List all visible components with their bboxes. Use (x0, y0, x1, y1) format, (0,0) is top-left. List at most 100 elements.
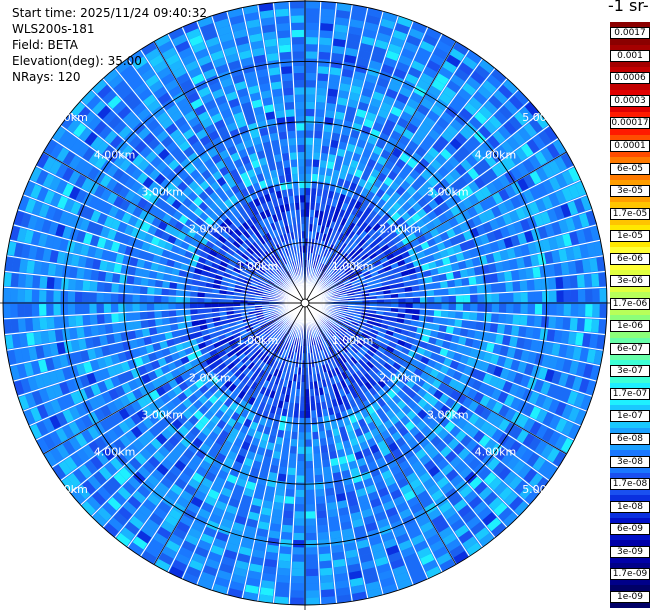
ray-gate (194, 48, 209, 60)
ray-gate (454, 524, 469, 538)
ray-gate (237, 206, 246, 216)
ray-gate (333, 265, 341, 273)
ray-gate (458, 62, 474, 76)
ray-gate (333, 162, 342, 171)
ray-gate (403, 448, 415, 460)
ray-gate (411, 572, 427, 585)
ray-gate (31, 390, 43, 405)
ray-gate (534, 477, 549, 493)
ray-gate (391, 303, 399, 308)
ray-gate (355, 361, 363, 370)
ray-gate (155, 272, 165, 280)
ray-gate (462, 250, 472, 260)
ray-gate (241, 155, 251, 165)
ray-gate (189, 34, 204, 47)
ray-gate (212, 170, 223, 181)
ray-gate (542, 303, 550, 315)
ray-gate (233, 158, 244, 169)
ray-gate (387, 389, 397, 399)
ray-gate (200, 533, 214, 545)
ray-gate (416, 79, 430, 91)
ray-gate (425, 27, 442, 40)
ray-gate (82, 111, 96, 126)
ray-gate (348, 222, 356, 231)
ray-separator (304, 302, 601, 367)
ray-gate (24, 198, 37, 214)
ray-separator (181, 302, 306, 580)
ray-gate (21, 244, 31, 259)
ray-gate (536, 409, 548, 423)
ray-gate (198, 191, 209, 201)
ray-gate (371, 542, 385, 553)
ray-gate (503, 436, 516, 451)
ray-gate (334, 239, 341, 247)
ray-gate (330, 336, 337, 344)
ray-gate (413, 484, 426, 496)
ray-gate (318, 387, 325, 396)
ray-gate (359, 155, 369, 165)
ray-gate (372, 549, 387, 560)
ray-gate (333, 565, 347, 575)
ray-gate (196, 355, 206, 364)
ray-gate (168, 508, 182, 521)
ray-gate (457, 260, 467, 270)
ray-gate (242, 264, 251, 271)
ray-gate (411, 180, 422, 191)
ray-gate (290, 269, 295, 277)
ray-gate (236, 87, 249, 98)
ray-gate (154, 303, 162, 311)
ray-gate (476, 350, 486, 361)
ray-gate (249, 191, 258, 201)
ray-gate (549, 303, 557, 316)
ray-gate (290, 246, 295, 255)
ray-gate (226, 122, 238, 132)
ray-gate (271, 516, 282, 525)
ray-gate (281, 445, 290, 454)
ray-gate (229, 194, 239, 204)
ray-gate (535, 424, 548, 439)
ray-gate (94, 347, 104, 358)
ray-gate (287, 350, 292, 359)
ray-gate (271, 264, 278, 271)
ray-gate (493, 229, 504, 241)
ray-gate (337, 240, 344, 249)
ray-gate (496, 324, 506, 334)
ray-gate (562, 359, 573, 373)
ray-gate (347, 271, 355, 278)
ray-gate (323, 333, 329, 341)
ray-gate (173, 359, 184, 368)
ray-gate (478, 125, 492, 139)
ray-gate (92, 100, 106, 115)
ray-gate (223, 388, 233, 398)
ray-gate (420, 169, 432, 181)
ray-separator (127, 302, 306, 548)
ray-gate (331, 368, 337, 377)
ray-gate (334, 322, 342, 329)
ray-gate (272, 352, 279, 361)
ray-gate (398, 352, 408, 361)
ray-gate (43, 401, 55, 417)
ray-gate (216, 269, 225, 277)
ray-gate (259, 180, 267, 189)
ray-gate (363, 477, 374, 488)
ray-gate (241, 242, 249, 250)
ray-gate (287, 255, 292, 263)
ray-gate (255, 271, 263, 278)
ray-gate (381, 125, 393, 137)
ray-gate (375, 188, 385, 198)
ray-gate (326, 400, 333, 409)
ray-gate (218, 202, 228, 212)
ray-gate (161, 347, 171, 357)
ray-gate (132, 312, 141, 321)
ray-gate (18, 395, 30, 411)
ray-gate (414, 163, 425, 175)
ray-gate (208, 235, 218, 244)
ray-gate (414, 431, 425, 443)
ray-gate (76, 327, 85, 339)
ray-gate (336, 148, 346, 157)
ray-gate (357, 338, 366, 346)
ray-gate (578, 213, 590, 228)
ray-gate (333, 351, 341, 359)
ray-gate (372, 274, 381, 281)
ray-gate (315, 395, 321, 404)
